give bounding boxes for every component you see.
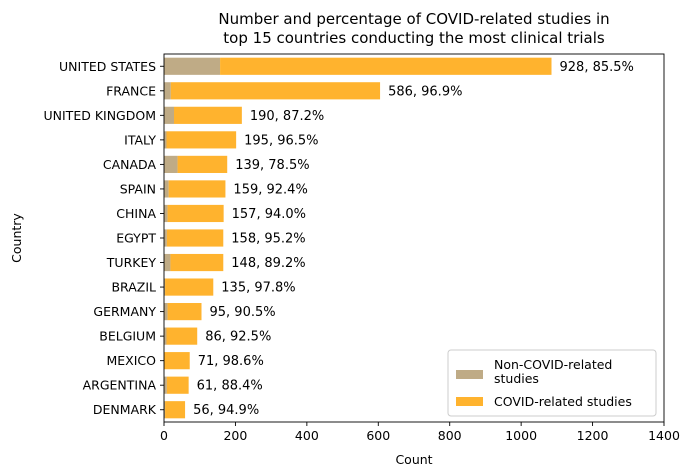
bar-data-label: 190, 87.2% — [250, 109, 324, 124]
x-tick-label: 1000 — [505, 428, 537, 443]
bar-covid — [166, 376, 189, 394]
y-tick-label: FRANCE — [106, 83, 156, 98]
bar-covid — [170, 82, 381, 100]
bar-non-covid — [164, 278, 166, 296]
bar-data-label: 158, 95.2% — [231, 232, 305, 247]
legend-label-line: studies — [494, 371, 539, 386]
bar-non-covid — [164, 82, 171, 100]
chart-title-line: Number and percentage of COVID-related s… — [218, 10, 609, 28]
y-tick-label: SPAIN — [120, 181, 156, 196]
x-tick-label: 1200 — [577, 428, 609, 443]
legend-label-non-covid: Non-COVID-related studies — [494, 357, 612, 386]
y-tick-label: CHINA — [116, 206, 156, 221]
y-axis-label: Country — [9, 213, 24, 263]
x-tick-label: 400 — [295, 428, 319, 443]
chart-title: Number and percentage of COVID-related s… — [218, 10, 609, 47]
bar-data-label: 586, 96.9% — [388, 84, 462, 99]
legend-box — [447, 349, 657, 417]
bar-non-covid — [164, 131, 167, 149]
bar-data-label: 195, 96.5% — [244, 133, 318, 148]
bar-data-label: 159, 92.4% — [233, 182, 307, 197]
bar-covid — [165, 401, 186, 419]
bar-non-covid — [164, 155, 178, 173]
bar-covid — [168, 180, 226, 198]
legend-label-covid: COVID-related studies — [494, 394, 632, 409]
y-tick-label: ARGENTINA — [83, 378, 157, 393]
legend-swatch-covid — [456, 397, 483, 406]
bar-covid — [166, 327, 198, 345]
bar-covid — [220, 57, 552, 75]
bar-non-covid — [164, 106, 174, 124]
y-tick-label: GERMANY — [93, 304, 156, 319]
y-tick-label: MEXICO — [107, 353, 157, 368]
x-axis-label: Count — [395, 452, 432, 467]
x-tick-label: 600 — [366, 428, 390, 443]
bar-non-covid — [164, 57, 221, 75]
y-tick-label: DENMARK — [93, 402, 157, 417]
y-tick-label: TURKEY — [106, 255, 157, 270]
y-tick-label: UNITED KINGDOM — [44, 108, 157, 123]
y-tick-label: UNITED STATES — [59, 59, 156, 74]
bar-data-label: 86, 92.5% — [205, 330, 271, 345]
bar-data-label: 56, 94.9% — [193, 403, 259, 418]
bar-data-label: 71, 98.6% — [198, 354, 264, 369]
bar-data-label: 61, 88.4% — [197, 379, 263, 394]
bar-non-covid — [164, 327, 167, 345]
bar-covid — [167, 204, 224, 223]
y-tick-label: BRAZIL — [111, 280, 156, 295]
bar-covid — [166, 229, 224, 247]
bar-covid — [174, 106, 242, 124]
bar-data-label: 95, 90.5% — [210, 305, 276, 320]
x-tick-label: 200 — [223, 428, 247, 443]
y-tick-label: EGYPT — [116, 231, 156, 246]
y-tick-label: BELGIUM — [99, 329, 156, 344]
bar-covid — [170, 253, 224, 272]
bar-non-covid — [164, 180, 169, 198]
bar-covid — [165, 278, 214, 296]
bar-data-label: 135, 97.8% — [221, 281, 295, 296]
bar-non-covid — [164, 229, 167, 247]
bar-covid — [166, 131, 237, 149]
bar-non-covid — [164, 401, 166, 419]
legend-swatch-non-covid — [456, 370, 483, 379]
bar-data-label: 139, 78.5% — [235, 158, 309, 173]
x-tick-label: 0 — [160, 428, 168, 443]
bar-data-label: 148, 89.2% — [231, 256, 305, 271]
x-tick-label: 1400 — [648, 428, 680, 443]
bar-non-covid — [164, 303, 168, 321]
legend-label-line: Non-COVID-related — [494, 357, 612, 372]
bar-covid — [177, 155, 228, 173]
bar-covid — [164, 352, 190, 370]
bar-non-covid — [164, 376, 167, 394]
y-tick-label: ITALY — [124, 132, 156, 147]
chart-title-line: top 15 countries conducting the most cli… — [223, 29, 605, 47]
y-tick-label: CANADA — [103, 157, 157, 172]
bar-non-covid — [164, 204, 168, 223]
bar-non-covid — [164, 253, 171, 272]
bar-data-label: 157, 94.0% — [232, 207, 306, 222]
bar-data-label: 928, 85.5% — [560, 60, 634, 75]
x-tick-label: 800 — [438, 428, 462, 443]
bar-covid — [167, 303, 202, 321]
